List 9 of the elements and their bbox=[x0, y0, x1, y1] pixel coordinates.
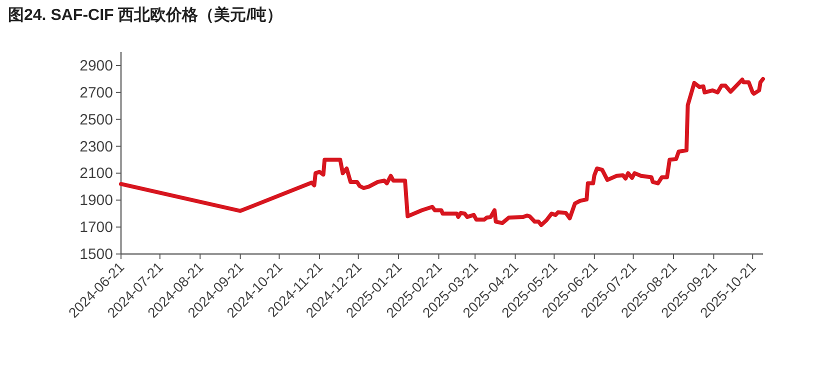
y-tick-label: 2700 bbox=[80, 84, 113, 102]
y-tick-label: 2100 bbox=[80, 165, 113, 182]
chart-title: 图24. SAF-CIF 西北欧价格（美元/吨） bbox=[8, 5, 283, 24]
y-tick-label: 2900 bbox=[80, 57, 113, 74]
y-tick-label: 1900 bbox=[80, 192, 113, 210]
y-tick-label: 2500 bbox=[80, 111, 113, 128]
y-tick-label: 1700 bbox=[80, 219, 113, 236]
y-tick-label: 2300 bbox=[80, 138, 113, 156]
y-tick-label: 1500 bbox=[80, 246, 113, 263]
